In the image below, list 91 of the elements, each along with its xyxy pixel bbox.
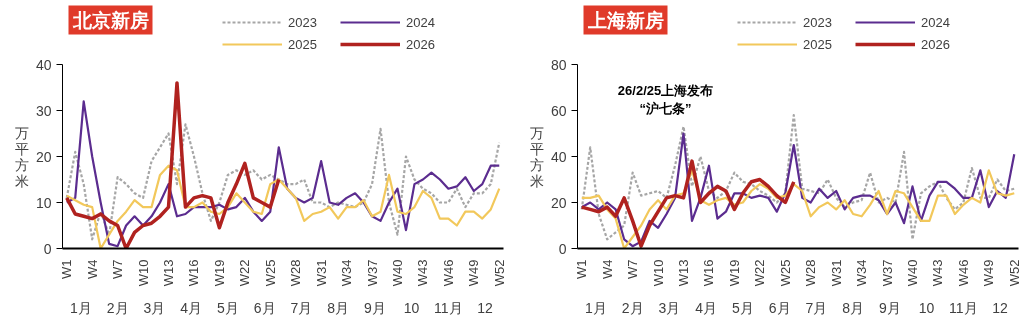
y-tick-label: 20 (35, 148, 52, 165)
y-axis-title: 万平方米 (14, 124, 29, 189)
text: 7月 (805, 299, 828, 316)
x-tick-label: W31 (828, 259, 844, 287)
x-tick-label: W25 (262, 259, 278, 287)
annotation: 26/2/25上海发布 “沪七条” (617, 82, 714, 116)
x-tick-label: W52 (1006, 259, 1022, 287)
y-tick-label: 0 (558, 240, 567, 257)
x-tick-label: W37 (364, 259, 380, 287)
text: 3月 (658, 299, 681, 316)
text: 11月 (434, 299, 463, 316)
legend-label: 2024 (921, 14, 951, 30)
chart-title: 上海新房 (586, 9, 664, 31)
x-tick-label: W28 (803, 259, 819, 287)
line-series (580, 132, 1016, 248)
x-tick-label: W46 (440, 259, 456, 287)
legend-label: 2024 (406, 14, 436, 30)
y-tick-label: 60 (550, 102, 567, 119)
x-tick-label: W4 (599, 259, 615, 279)
x-tick-label: W13 (161, 259, 177, 287)
text: 2月 (106, 299, 129, 316)
x-tick-label: W37 (879, 259, 895, 287)
legend-label: 2023 (288, 14, 318, 30)
x-tick-label: W22 (752, 259, 768, 287)
chart-title: 北京新房 (71, 9, 149, 31)
y-tick-label: 20 (550, 194, 567, 211)
x-tick-label: W34 (854, 259, 870, 287)
x-tick-label: W1 (574, 259, 590, 279)
x-tick-label: W7 (110, 259, 126, 279)
text: 9月 (363, 299, 386, 316)
x-tick-label: W25 (777, 259, 793, 287)
x-tick-label: W43 (415, 259, 431, 287)
x-tick-label: W4 (84, 259, 100, 279)
text: 1月 (69, 299, 92, 316)
x-tick-label: W34 (339, 259, 355, 287)
line-series (65, 123, 501, 241)
x-tick-label: W7 (625, 259, 641, 279)
x-tick-label: W16 (701, 259, 717, 287)
text: 6月 (253, 299, 276, 316)
text: 11月 (949, 299, 978, 316)
x-tick-label: W10 (135, 259, 151, 287)
legend-label: 2026 (406, 36, 436, 52)
text: 10 (403, 299, 420, 316)
legend-label: 2026 (921, 36, 951, 52)
x-tick-label: W16 (186, 259, 202, 287)
y-tick-label: 40 (550, 148, 567, 165)
text: 4月 (695, 299, 718, 316)
y-tick-label: 30 (35, 102, 52, 119)
text: 8月 (327, 299, 350, 316)
text: 6月 (768, 299, 791, 316)
text: 1月 (584, 299, 607, 316)
x-tick-label: W22 (237, 259, 253, 287)
x-tick-label: W1 (59, 259, 75, 279)
y-tick-label: 40 (35, 56, 52, 73)
x-tick-label: W46 (955, 259, 971, 287)
line-series (579, 159, 796, 248)
line-series (64, 81, 281, 249)
x-tick-label: W10 (650, 259, 666, 287)
line-series (580, 169, 1016, 249)
x-tick-label: W40 (904, 259, 920, 287)
text: 12 (992, 299, 1009, 316)
text: 2月 (621, 299, 644, 316)
x-tick-label: W13 (676, 259, 692, 287)
text: 9月 (878, 299, 901, 316)
line-series (580, 114, 1016, 241)
legend-label: 2025 (288, 36, 318, 52)
x-tick-label: W40 (389, 259, 405, 287)
y-tick-label: 80 (550, 56, 567, 73)
x-tick-label: W28 (288, 259, 304, 287)
text: 5月 (216, 299, 239, 316)
x-tick-label: W49 (466, 259, 482, 287)
y-tick-label: 0 (43, 240, 52, 257)
line-series (65, 100, 501, 248)
x-tick-label: W43 (930, 259, 946, 287)
text: 8月 (842, 299, 865, 316)
text: 4月 (180, 299, 203, 316)
y-axis-title: 万平方米 (529, 124, 544, 189)
legend-label: 2025 (803, 36, 833, 52)
y-tick-label: 10 (35, 194, 52, 211)
x-tick-label: W31 (313, 259, 329, 287)
text: 7月 (290, 299, 313, 316)
x-tick-label: W49 (981, 259, 997, 287)
x-tick-label: W19 (726, 259, 742, 287)
text: 5月 (731, 299, 754, 316)
line-series (65, 164, 501, 249)
x-tick-label: W52 (491, 259, 507, 287)
text: 12 (477, 299, 494, 316)
x-tick-label: W19 (211, 259, 227, 287)
text: 3月 (143, 299, 166, 316)
legend-label: 2023 (803, 14, 833, 30)
text: 10 (918, 299, 935, 316)
